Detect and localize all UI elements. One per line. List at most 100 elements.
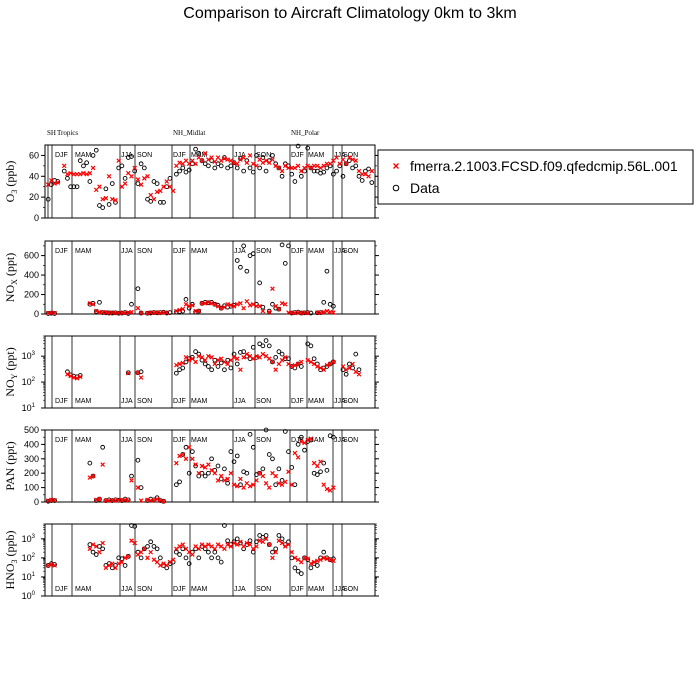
legend-obs-label: Data <box>410 180 440 196</box>
season-label: SON <box>137 398 152 405</box>
model-point <box>90 301 96 307</box>
model-point <box>324 556 330 562</box>
obs-point <box>151 544 157 549</box>
model-point <box>180 452 186 457</box>
model-point <box>177 361 182 367</box>
model-point <box>282 163 288 169</box>
model-point <box>97 184 102 190</box>
model-point <box>263 480 269 486</box>
y-tick-label: 0 <box>34 309 39 319</box>
obs-point <box>263 533 269 538</box>
model-point <box>331 485 336 490</box>
model-point <box>295 455 301 460</box>
obs-point <box>266 452 272 457</box>
model-point <box>305 437 311 443</box>
obs-point <box>93 552 99 557</box>
obs-point <box>180 165 186 171</box>
model-point <box>318 557 323 563</box>
obs-point <box>298 173 304 179</box>
season-label: JJA <box>334 152 346 159</box>
model-point <box>270 286 275 292</box>
model-point <box>231 540 237 546</box>
obs-point <box>215 364 221 369</box>
obs-point <box>186 561 192 566</box>
obs-point <box>222 466 227 472</box>
model-point <box>234 356 240 362</box>
obs-point <box>366 166 371 172</box>
panel-frame <box>44 144 376 219</box>
model-point <box>350 157 355 162</box>
model-point <box>369 168 375 174</box>
model-point <box>145 555 150 561</box>
season-label: JJA <box>234 398 246 405</box>
obs-point <box>186 167 192 173</box>
model-point <box>254 353 259 359</box>
obs-point <box>231 351 237 357</box>
model-point <box>74 375 80 381</box>
model-point <box>87 300 93 306</box>
model-point <box>298 559 304 565</box>
model-point <box>238 300 243 306</box>
obs-point <box>196 555 202 561</box>
season-label: MAM <box>75 152 92 159</box>
season-label: DJF <box>55 152 68 159</box>
y-axis-label: O3 (ppb) <box>3 161 19 203</box>
season-label: MAM <box>75 248 92 255</box>
season-label: SON <box>343 248 358 255</box>
obs-point <box>270 153 275 158</box>
obs-point <box>103 186 109 192</box>
model-point <box>225 301 230 307</box>
model-point <box>45 563 51 568</box>
season-label: JJA <box>121 586 133 593</box>
y-tick-label: 400 <box>24 270 39 280</box>
model-point <box>273 367 279 373</box>
obs-point <box>318 469 323 475</box>
y-tick-label: 500 <box>24 425 39 435</box>
obs-point <box>113 310 118 316</box>
model-point <box>209 355 214 360</box>
season-label: JJA <box>121 437 133 444</box>
obs-point <box>129 473 134 479</box>
season-label: MAM <box>191 437 208 444</box>
model-point <box>145 497 150 503</box>
model-point <box>311 559 317 565</box>
model-point <box>231 355 237 360</box>
season-label: DJF <box>173 586 186 593</box>
model-point <box>202 544 208 549</box>
obs-point <box>273 546 279 552</box>
model-point <box>186 357 192 363</box>
model-point <box>347 365 352 371</box>
model-point <box>183 456 189 462</box>
obs-point <box>279 242 285 248</box>
model-point <box>190 302 195 308</box>
model-point <box>49 562 54 567</box>
model-point <box>276 480 282 486</box>
model-point <box>305 357 311 363</box>
obs-point <box>282 261 288 266</box>
obs-point <box>138 555 144 561</box>
model-point <box>315 463 320 469</box>
model-point <box>158 498 163 503</box>
model-point <box>151 497 157 503</box>
obs-point <box>154 546 160 552</box>
obs-point <box>244 268 250 274</box>
obs-point <box>90 300 96 306</box>
obs-point <box>330 303 336 309</box>
model-point <box>321 309 327 315</box>
model-point <box>154 189 160 195</box>
model-point <box>103 195 109 201</box>
obs-point <box>193 146 198 152</box>
model-point <box>90 165 96 171</box>
obs-point <box>273 355 279 360</box>
obs-point <box>90 549 96 555</box>
obs-point <box>145 544 150 549</box>
model-point <box>174 308 179 314</box>
model-point <box>254 478 259 483</box>
model-point <box>177 307 182 313</box>
model-point <box>186 303 192 309</box>
obs-point <box>231 459 237 465</box>
obs-point <box>141 546 147 552</box>
model-point <box>202 300 208 306</box>
obs-point <box>321 169 327 175</box>
